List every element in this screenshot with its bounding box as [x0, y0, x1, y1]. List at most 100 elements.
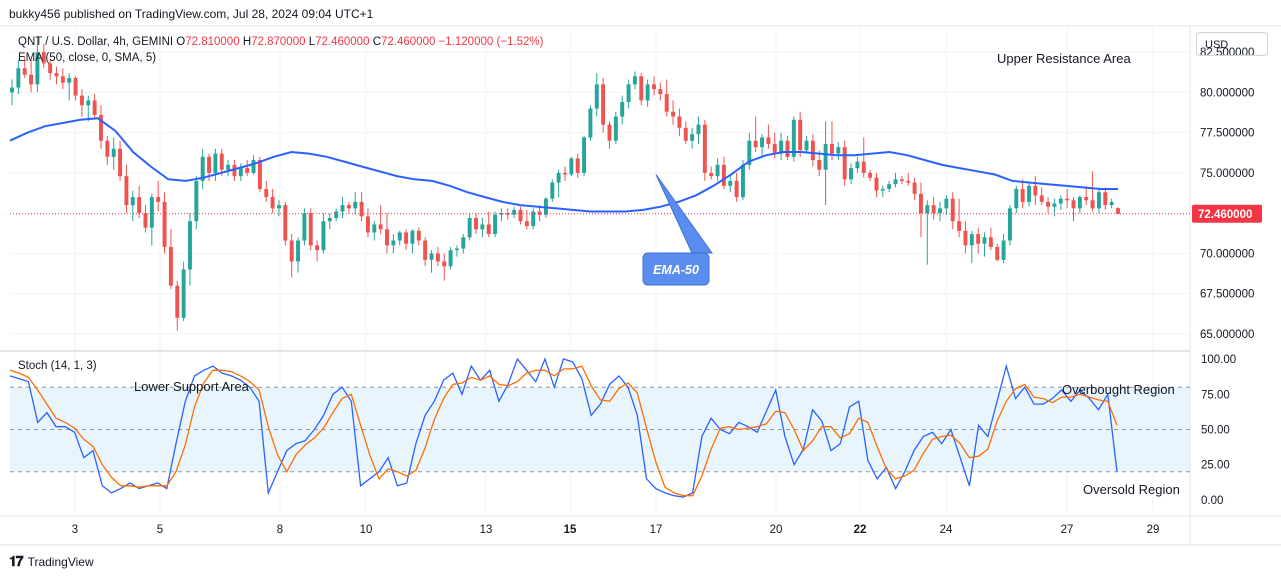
candle-body [302, 213, 307, 241]
candle-body [524, 221, 529, 227]
candle-body [588, 108, 593, 138]
candle-body [296, 240, 301, 262]
candle-body [137, 197, 142, 214]
ema-callout-label: EMA-50 [653, 263, 699, 277]
candle-body [67, 77, 72, 83]
candle-body [918, 193, 923, 214]
candle-body [378, 224, 383, 230]
candle-body [213, 153, 218, 173]
candle-body [315, 245, 320, 251]
candle-body [1014, 189, 1019, 209]
lower-support-label: Lower Support Area [134, 379, 249, 394]
candle-body [855, 161, 860, 169]
candle-body [1103, 192, 1108, 206]
candle-body [1046, 201, 1051, 207]
candle-body [86, 100, 91, 106]
candle-body [340, 205, 345, 212]
candle-body [219, 153, 224, 170]
candle-body [493, 214, 498, 235]
legend-close: 72.460000 [381, 36, 436, 48]
candle-body [760, 137, 765, 148]
candle-body [467, 217, 472, 238]
candle-body [1096, 192, 1101, 209]
candle-body [1058, 198, 1063, 204]
candle-body [836, 147, 841, 154]
candle-body [912, 182, 917, 194]
candle-body [664, 94, 669, 112]
candle-body [721, 164, 726, 186]
time-tick-label: 13 [480, 524, 493, 536]
candle-body [111, 148, 116, 157]
candle-body [454, 248, 459, 251]
candle-body [1077, 197, 1082, 209]
candle-body [391, 240, 396, 246]
candle-body [54, 73, 59, 77]
candle-body [531, 211, 536, 227]
time-tick-label: 27 [1061, 524, 1074, 536]
candle-body [652, 84, 656, 90]
candle-body [906, 180, 911, 183]
candle-body [149, 197, 154, 228]
candle-body [429, 253, 434, 260]
candle-body [257, 160, 262, 189]
candle-body [582, 137, 587, 173]
candle-body [696, 124, 701, 135]
time-tick-label: 24 [940, 524, 953, 536]
ema-callout-box [642, 252, 710, 286]
candle-body [168, 246, 173, 286]
time-tick-label: 17 [650, 524, 663, 536]
stoch-d-line [9, 365, 1118, 497]
candle-body [556, 172, 561, 183]
last-price-badge [1192, 204, 1262, 223]
candle-body [683, 127, 688, 141]
candle-body [29, 74, 34, 85]
currency-selector[interactable]: USD [1196, 32, 1268, 56]
candle-body [1001, 240, 1006, 260]
candle-body [798, 119, 803, 151]
time-tick-label: 20 [770, 524, 783, 536]
candle-body [1052, 203, 1057, 207]
candle-body [518, 209, 523, 222]
time-tick-label: 10 [360, 524, 373, 536]
candle-body [143, 213, 148, 228]
candle-body [823, 143, 828, 170]
candle-body [969, 234, 974, 246]
candle-body [1039, 195, 1044, 202]
candle-body [188, 221, 192, 270]
legend-open: 72.810000 [185, 36, 240, 48]
candle-body [899, 179, 904, 181]
candle-body [537, 211, 542, 215]
candle-body [1065, 198, 1070, 201]
candle-body [779, 140, 784, 154]
price-tick-label: 82.500000 [1200, 47, 1254, 59]
candle-body [1090, 200, 1095, 209]
candle-body [1020, 189, 1025, 202]
candle-body [887, 184, 892, 189]
stoch-band [10, 387, 1190, 472]
legend-symbol: QNT / U.S. Dollar, 4h, GEMINI [18, 36, 174, 48]
candle-body [632, 76, 637, 85]
candle-body [10, 87, 14, 93]
candle-body [512, 209, 517, 215]
price-tick-label: 67.500000 [1200, 289, 1254, 301]
candle-body [957, 221, 962, 231]
overbought-label: Overbought Region [1062, 382, 1175, 397]
candle-body [925, 205, 930, 214]
candle-body [1084, 197, 1089, 201]
stoch-tick-label: 100.00 [1201, 354, 1236, 366]
candle-body [963, 230, 968, 246]
candle-body [842, 147, 847, 180]
candle-body [931, 205, 936, 214]
candle-body [365, 216, 370, 233]
time-tick-label: 3 [72, 524, 78, 536]
candle-body [232, 164, 237, 177]
legend-low-label: L [308, 36, 316, 48]
candle-body [804, 140, 809, 151]
candle-body [791, 119, 796, 157]
candle-body [893, 179, 898, 185]
stoch-tick-label: 50.00 [1201, 424, 1230, 436]
candle-body [594, 84, 599, 109]
tradingview-logo[interactable]: 𝟏𝟕 TradingView [9, 553, 94, 570]
candle-body [690, 134, 695, 141]
